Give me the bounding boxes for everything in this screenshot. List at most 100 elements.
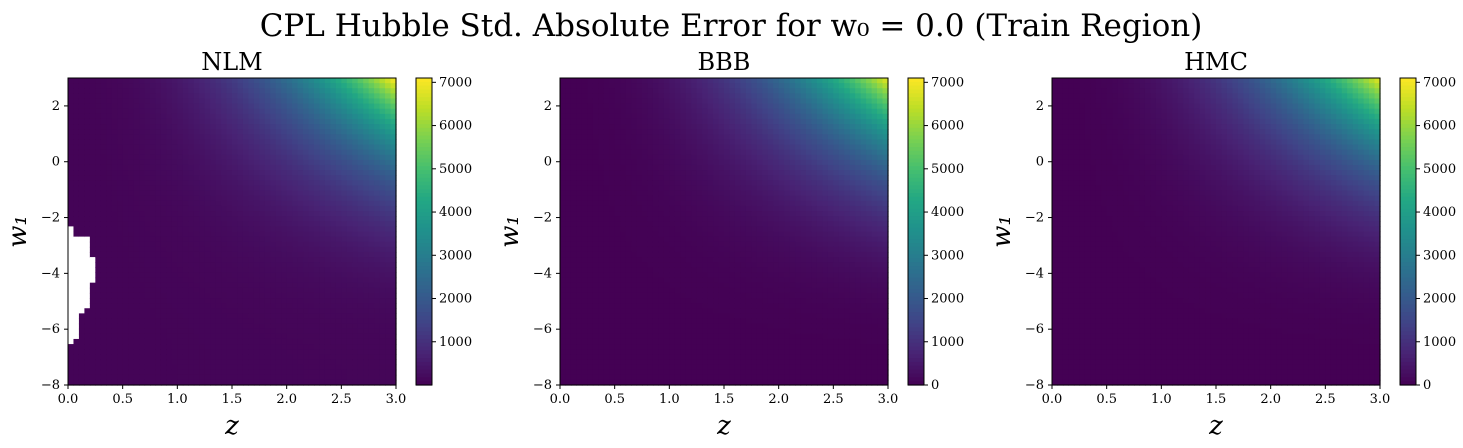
heatmap-cell [242, 154, 249, 161]
heatmap-cell [652, 103, 659, 110]
heatmap-cell [603, 216, 610, 222]
heatmap-cell [177, 134, 184, 140]
heatmap-cell [84, 349, 91, 355]
heatmap-cell [215, 308, 222, 314]
heatmap-cell [346, 282, 353, 289]
heatmap-cell [78, 103, 85, 110]
heatmap-cell [281, 103, 288, 110]
heatmap-cell [346, 354, 353, 361]
heatmap-cell [636, 164, 643, 171]
heatmap-cell [374, 98, 381, 105]
heatmap-cell [652, 205, 659, 212]
heatmap-cell [642, 277, 649, 284]
heatmap-cell [625, 267, 632, 274]
heatmap-cell [581, 129, 588, 135]
heatmap-cell [625, 113, 632, 120]
heatmap-cell [598, 221, 605, 227]
heatmap-cell [264, 236, 271, 243]
heatmap-cell [341, 251, 348, 258]
heatmap-cell [242, 349, 249, 355]
heatmap-cell [319, 369, 326, 376]
heatmap-cell [625, 124, 632, 130]
heatmap-cell [314, 144, 321, 151]
heatmap-cell [620, 175, 627, 181]
heatmap-cell [89, 78, 96, 84]
heatmap-cell [259, 98, 266, 105]
heatmap-cell [100, 287, 107, 294]
heatmap-cell [144, 231, 151, 238]
heatmap-cell [341, 149, 348, 156]
heatmap-cell [199, 200, 206, 207]
heatmap-cell [576, 308, 583, 314]
heatmap-cell [68, 129, 75, 135]
heatmap-cell [160, 359, 167, 366]
heatmap-cell [171, 134, 178, 140]
heatmap-cell [237, 149, 244, 156]
heatmap-cell [363, 292, 370, 299]
heatmap-cell [95, 323, 102, 330]
heatmap-cell [324, 139, 331, 146]
heatmap-cell [385, 118, 392, 125]
heatmap-cell [363, 134, 370, 140]
heatmap-cell [248, 246, 255, 253]
heatmap-cell [385, 190, 392, 197]
heatmap-cell [352, 369, 359, 376]
heatmap-cell [330, 164, 337, 171]
heatmap-cell [341, 185, 348, 192]
heatmap-cell [111, 185, 118, 192]
heatmap-cell [226, 313, 233, 320]
heatmap-cell [221, 374, 228, 381]
heatmap-cell [620, 354, 627, 361]
heatmap-cell [598, 344, 605, 350]
heatmap-cell [259, 154, 266, 161]
heatmap-cell [324, 175, 331, 181]
heatmap-cell [330, 287, 337, 294]
heatmap-cell [631, 113, 638, 120]
heatmap-cell [669, 246, 676, 253]
y-tick-label: −6 [41, 322, 60, 337]
heatmap-cell [242, 374, 249, 381]
heatmap-cell [264, 129, 271, 135]
heatmap-cell [133, 251, 140, 258]
heatmap-cell [625, 139, 632, 146]
heatmap-cell [560, 88, 567, 94]
heatmap-cell [111, 124, 118, 130]
heatmap-cell [259, 124, 266, 130]
heatmap-cell [128, 211, 135, 217]
heatmap-cell [631, 175, 638, 181]
heatmap-cell [286, 328, 293, 335]
heatmap-cell [199, 313, 206, 320]
heatmap-cell [139, 103, 146, 110]
heatmap-cell [357, 118, 364, 125]
heatmap-cell [576, 364, 583, 371]
heatmap-cell [636, 328, 643, 335]
heatmap-cell [631, 282, 638, 289]
heatmap-cell [324, 103, 331, 110]
heatmap-cell [248, 124, 255, 130]
heatmap-cell [357, 159, 364, 166]
heatmap-cell [160, 175, 167, 181]
heatmap-cell [89, 364, 96, 371]
heatmap-cell [565, 83, 572, 89]
heatmap-cell [182, 359, 189, 366]
heatmap-cell [188, 226, 195, 233]
heatmap-cell [150, 93, 157, 100]
heatmap-cell [631, 359, 638, 366]
colorbar-segment [416, 131, 432, 137]
heatmap-cell [144, 303, 151, 309]
heatmap-cell [609, 267, 616, 274]
heatmap-cell [144, 195, 151, 202]
heatmap-cell [636, 159, 643, 166]
heatmap-cell [122, 175, 129, 181]
heatmap-cell [188, 175, 195, 181]
heatmap-cell [133, 149, 140, 156]
heatmap-cell [663, 354, 670, 361]
heatmap-cell [592, 211, 599, 217]
heatmap-cell [581, 292, 588, 299]
heatmap-cell [357, 374, 364, 381]
heatmap-cell [117, 303, 124, 309]
heatmap-cell [658, 93, 665, 100]
heatmap-cell [642, 267, 649, 274]
heatmap-cell [374, 164, 381, 171]
heatmap-cell [253, 241, 260, 248]
